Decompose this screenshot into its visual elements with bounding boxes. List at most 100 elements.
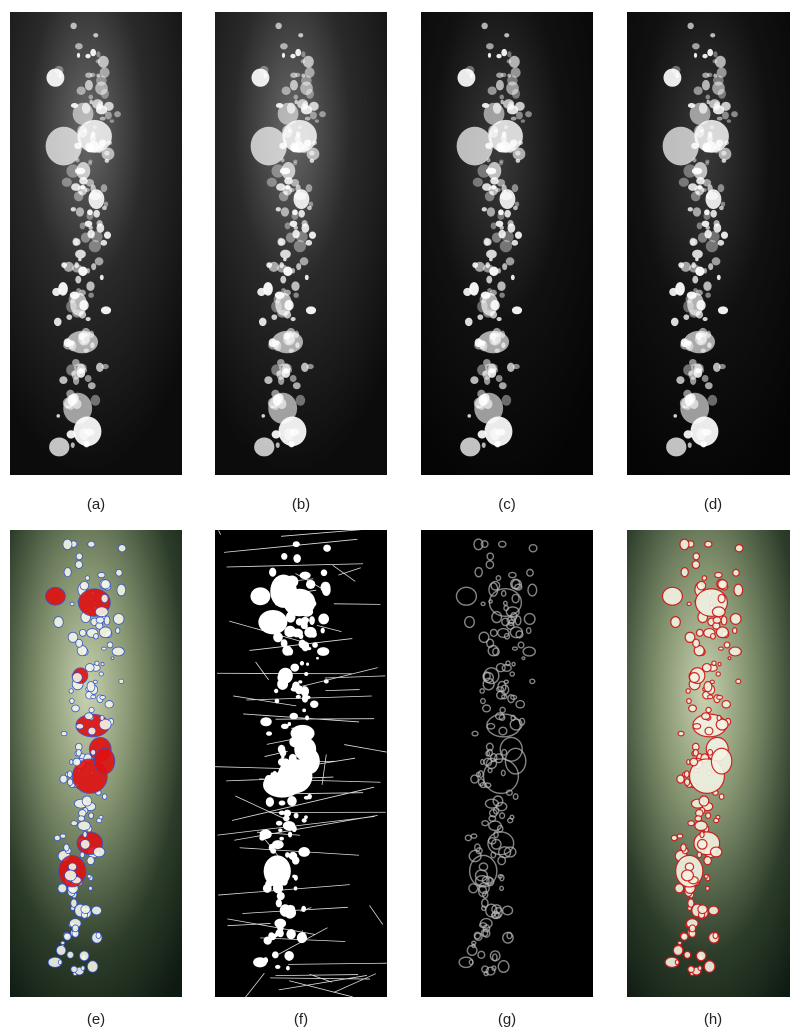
bubble [515, 232, 522, 239]
bubble [269, 262, 279, 272]
bubble [275, 933, 278, 937]
bubble [504, 125, 508, 129]
bubble [296, 263, 301, 270]
bubble [87, 961, 98, 973]
bubble [95, 607, 108, 617]
bubble [512, 306, 522, 314]
bubble [499, 382, 507, 389]
bubble [717, 117, 723, 121]
bubble [95, 257, 104, 265]
bubble [486, 43, 494, 49]
bubble [705, 95, 710, 100]
bubble [690, 238, 698, 245]
bubble [101, 184, 108, 192]
bubble [712, 81, 725, 94]
bubble [71, 207, 76, 211]
bubble [274, 295, 281, 303]
bubble [315, 119, 319, 122]
bubble [78, 266, 87, 276]
bubble [69, 295, 76, 303]
bubble [88, 292, 94, 297]
bubble [506, 257, 515, 265]
bubble [62, 178, 72, 187]
bubble [727, 119, 731, 122]
bubble [504, 210, 511, 218]
bubble [482, 442, 486, 448]
bubble [716, 672, 720, 676]
bubble [306, 662, 309, 665]
bubble [731, 111, 738, 117]
bubble [678, 731, 684, 735]
bubble [696, 290, 703, 296]
bubble [712, 661, 716, 665]
bubble [507, 51, 511, 57]
bubble [87, 681, 95, 691]
bubble [683, 314, 689, 320]
bubble [710, 33, 715, 37]
bubble [301, 51, 305, 57]
bubble [63, 393, 92, 424]
bubble [284, 626, 296, 637]
bubble [100, 117, 106, 121]
bubble [467, 414, 471, 418]
bubble [54, 617, 64, 628]
bubble [97, 220, 103, 227]
bubble [284, 311, 291, 319]
bubble [76, 749, 81, 756]
bubble [690, 103, 711, 125]
bubble [496, 80, 504, 91]
bubble [274, 689, 278, 693]
bubble [707, 184, 712, 192]
bubble [691, 262, 696, 268]
bubble [284, 951, 294, 961]
bubble [707, 73, 712, 77]
bubble [713, 363, 721, 372]
bubble [301, 906, 306, 912]
bubble [499, 162, 503, 166]
bubble [729, 647, 741, 656]
bubble [301, 623, 308, 630]
bubble [96, 363, 104, 372]
bubble [721, 151, 726, 156]
bubble [85, 80, 93, 91]
bubble [86, 212, 93, 220]
bubble [705, 541, 712, 547]
bubble [706, 707, 711, 712]
bubble [733, 569, 739, 576]
bubble [490, 300, 499, 311]
bubble [474, 393, 503, 424]
bubble [673, 945, 683, 955]
bubble [507, 74, 511, 78]
bubble [711, 634, 716, 639]
bubble [78, 816, 85, 822]
bubble [273, 863, 281, 871]
bubble [290, 221, 298, 227]
bubble [254, 437, 274, 456]
bubble [104, 201, 108, 206]
bubble [488, 125, 498, 138]
bubble [281, 724, 289, 729]
bubble [688, 821, 694, 826]
bubble [268, 341, 279, 350]
bubble [490, 177, 499, 184]
bubble [279, 801, 286, 806]
bubble [706, 192, 718, 200]
bubble [295, 49, 301, 56]
bubble [290, 664, 299, 672]
bubble [85, 375, 92, 382]
bubble [305, 715, 309, 720]
bubble [280, 276, 286, 284]
bubble [694, 125, 704, 138]
bubble [710, 210, 717, 218]
bubble [305, 117, 311, 121]
bubble [281, 158, 285, 162]
bubble [292, 681, 300, 691]
bubble [284, 428, 294, 440]
bubble [702, 54, 707, 58]
bubble [61, 731, 67, 735]
bubble [99, 719, 111, 730]
bubble [703, 281, 711, 291]
bubble [713, 617, 721, 623]
bubble [78, 821, 90, 830]
bubble [91, 695, 96, 699]
